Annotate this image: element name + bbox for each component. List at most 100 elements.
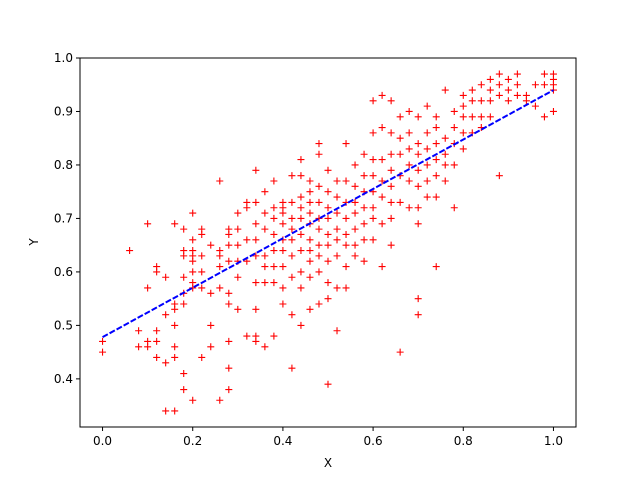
data-point bbox=[495, 91, 503, 99]
data-point bbox=[432, 156, 440, 164]
data-point bbox=[333, 193, 341, 201]
data-point bbox=[189, 236, 197, 244]
data-point bbox=[378, 177, 386, 185]
data-point bbox=[387, 214, 395, 222]
data-point bbox=[342, 140, 350, 148]
data-point bbox=[288, 236, 296, 244]
data-point bbox=[225, 241, 233, 249]
data-point bbox=[180, 252, 188, 260]
data-point bbox=[396, 113, 404, 121]
data-point bbox=[342, 241, 350, 249]
data-point bbox=[144, 343, 152, 351]
data-point bbox=[288, 172, 296, 180]
data-point bbox=[297, 247, 305, 255]
data-point bbox=[189, 396, 197, 404]
data-point bbox=[504, 97, 512, 105]
data-point bbox=[333, 225, 341, 233]
data-point bbox=[279, 220, 287, 228]
data-point bbox=[279, 300, 287, 308]
x-tick-label: 1.0 bbox=[544, 434, 563, 448]
data-point bbox=[144, 284, 152, 292]
data-point bbox=[450, 124, 458, 132]
data-point bbox=[252, 337, 260, 345]
data-point bbox=[225, 289, 233, 297]
data-point bbox=[360, 150, 368, 158]
data-point bbox=[396, 348, 404, 356]
data-point bbox=[324, 166, 332, 174]
data-point bbox=[306, 236, 314, 244]
data-point bbox=[504, 75, 512, 83]
data-point bbox=[324, 279, 332, 287]
data-point bbox=[216, 284, 224, 292]
data-point bbox=[171, 220, 179, 228]
data-point bbox=[378, 124, 386, 132]
data-point bbox=[423, 177, 431, 185]
data-point bbox=[450, 107, 458, 115]
data-point bbox=[252, 252, 260, 260]
data-point bbox=[297, 172, 305, 180]
data-point bbox=[180, 386, 188, 394]
data-point bbox=[198, 353, 206, 361]
data-point bbox=[477, 113, 485, 121]
data-point bbox=[315, 198, 323, 206]
y-tick-label: 0.7 bbox=[54, 211, 73, 225]
data-point bbox=[324, 188, 332, 196]
data-point bbox=[315, 252, 323, 260]
data-point bbox=[225, 230, 233, 238]
data-point bbox=[405, 204, 413, 212]
data-point bbox=[369, 129, 377, 137]
data-point bbox=[495, 81, 503, 89]
data-point bbox=[549, 86, 557, 94]
data-point bbox=[423, 145, 431, 153]
data-point bbox=[306, 273, 314, 281]
data-point bbox=[360, 257, 368, 265]
data-point bbox=[549, 107, 557, 115]
data-point bbox=[414, 295, 422, 303]
y-tick-label: 0.4 bbox=[54, 372, 73, 386]
data-point bbox=[306, 188, 314, 196]
data-point bbox=[297, 284, 305, 292]
data-point bbox=[180, 370, 188, 378]
data-point bbox=[288, 252, 296, 260]
data-point bbox=[459, 102, 467, 110]
data-point bbox=[540, 70, 548, 78]
data-point bbox=[153, 268, 161, 276]
data-point bbox=[396, 150, 404, 158]
data-point bbox=[387, 182, 395, 190]
data-point bbox=[216, 252, 224, 260]
data-point bbox=[360, 172, 368, 180]
data-point bbox=[207, 241, 215, 249]
data-point bbox=[432, 263, 440, 271]
data-point bbox=[360, 204, 368, 212]
data-point bbox=[297, 230, 305, 238]
data-point bbox=[414, 140, 422, 148]
data-point bbox=[468, 86, 476, 94]
fit-line bbox=[102, 89, 554, 339]
data-point bbox=[369, 156, 377, 164]
data-point bbox=[414, 311, 422, 319]
data-point bbox=[315, 150, 323, 158]
data-point bbox=[324, 380, 332, 388]
data-point bbox=[369, 204, 377, 212]
data-point bbox=[315, 182, 323, 190]
data-point bbox=[351, 198, 359, 206]
data-point bbox=[369, 172, 377, 180]
data-point bbox=[432, 193, 440, 201]
data-point bbox=[171, 321, 179, 329]
data-point bbox=[270, 332, 278, 340]
data-point bbox=[198, 268, 206, 276]
data-point bbox=[288, 214, 296, 222]
data-point bbox=[261, 252, 269, 260]
data-point bbox=[351, 225, 359, 233]
data-point bbox=[369, 236, 377, 244]
y-tick-label: 0.9 bbox=[54, 104, 73, 118]
data-point bbox=[207, 343, 215, 351]
data-point bbox=[135, 327, 143, 335]
data-point bbox=[450, 204, 458, 212]
data-point bbox=[261, 263, 269, 271]
data-point bbox=[189, 268, 197, 276]
data-point bbox=[369, 214, 377, 222]
data-point bbox=[162, 311, 170, 319]
data-point bbox=[369, 97, 377, 105]
data-point bbox=[306, 247, 314, 255]
